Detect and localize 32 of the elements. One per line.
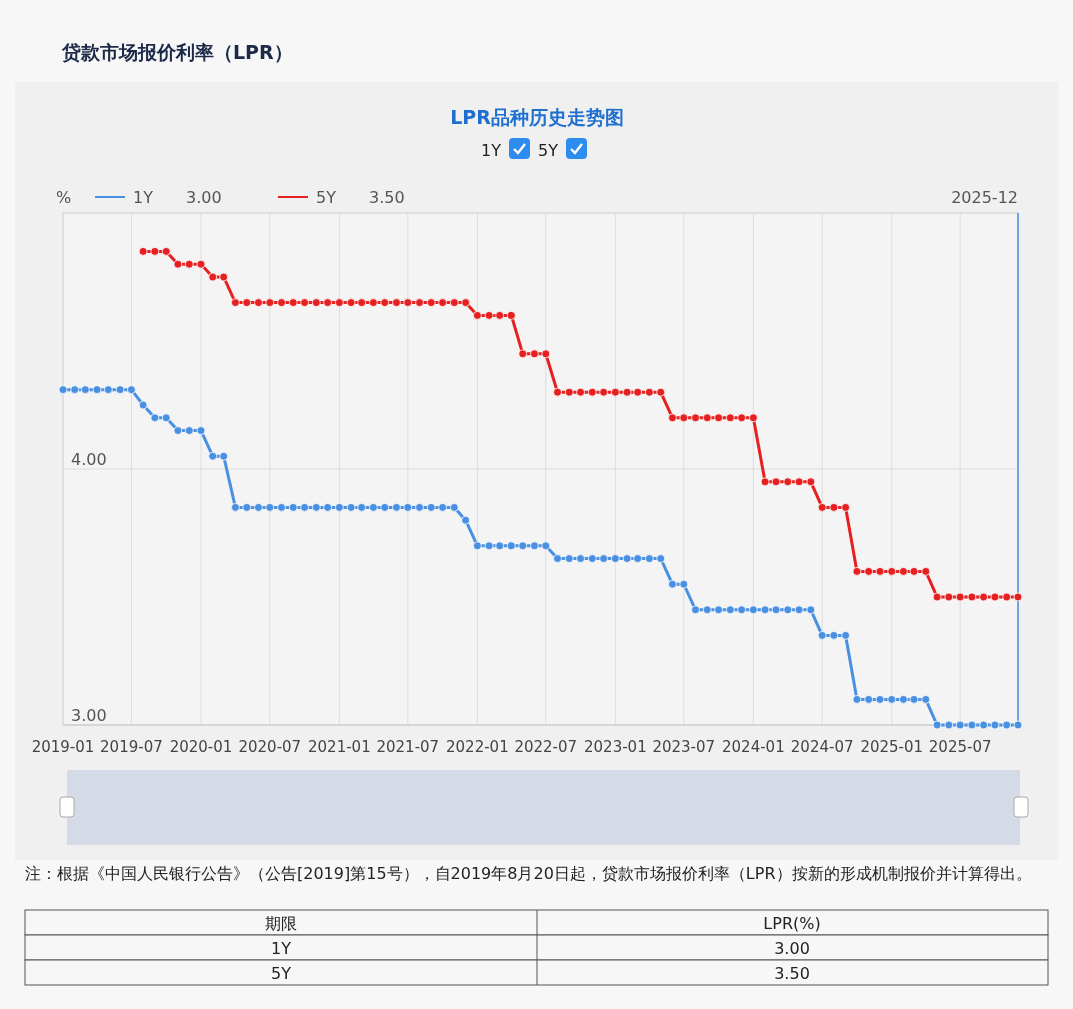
text: 3.50 — [774, 964, 810, 983]
x-tick-label: 2020-07 — [238, 738, 302, 756]
x-tick-label: 2021-01 — [308, 738, 371, 756]
text: 3.00 — [186, 188, 222, 207]
x-tick-label: 2023-07 — [652, 738, 716, 756]
x-tick-label: 2024-07 — [790, 738, 854, 756]
y-tick-label: 4.00 — [71, 450, 107, 469]
x-tick-label: 2022-07 — [514, 738, 578, 756]
x-tick-label: 2019-01 — [31, 738, 95, 756]
text: 5Y — [538, 141, 559, 160]
x-tick-label: 2023-01 — [584, 738, 647, 756]
text: 5Y — [271, 964, 291, 983]
text: 期限 — [265, 914, 297, 933]
x-tick-label: 2025-01 — [860, 738, 924, 756]
chart-subtitle: LPR品种历史走势图 — [450, 106, 624, 128]
text: 3.00 — [774, 939, 810, 958]
y-axis-title: % — [56, 188, 72, 207]
x-tick-label: 2022-01 — [446, 738, 509, 756]
text: 1Y — [481, 141, 502, 160]
x-tick-label: 2019-07 — [100, 738, 163, 756]
legend-label: 1Y — [133, 188, 154, 207]
text: 1Y — [271, 939, 291, 958]
x-tick-label: 2020-01 — [169, 738, 233, 756]
x-tick-label: 2021-07 — [376, 738, 440, 756]
chart-title: 贷款市场报价利率（LPR） — [61, 41, 293, 63]
x-tick-label: 2024-01 — [722, 738, 785, 756]
text: 3.50 — [369, 188, 405, 207]
text: LPR(%) — [763, 914, 821, 933]
text: 注：根据《中国人民银行公告》（公告[2019]第15号），自2019年8月20日起，贷款市场报价利率（LPR）按新的形成机制报价并计算得出。 — [25, 864, 1032, 883]
legend-label: 5Y — [316, 188, 337, 207]
ref-line-label: 2025-12 — [951, 188, 1018, 207]
x-tick-label: 2025-07 — [928, 738, 992, 756]
